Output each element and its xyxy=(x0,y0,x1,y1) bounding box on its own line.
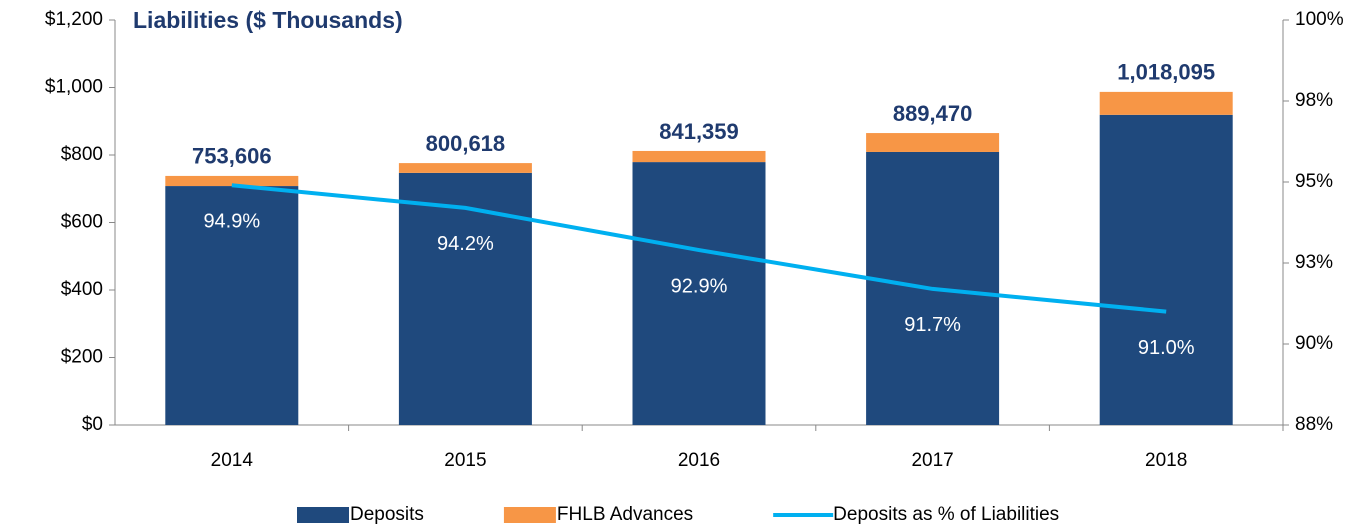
bar-segment xyxy=(632,150,766,163)
total-label: 753,606 xyxy=(192,144,272,169)
total-label: 889,470 xyxy=(893,101,973,126)
y2-tick-label: 88% xyxy=(1295,414,1333,435)
total-label: 800,618 xyxy=(426,131,506,156)
y2-tick-label: 93% xyxy=(1295,252,1333,273)
bar-segment xyxy=(866,133,1000,152)
legend-label: Deposits as % of Liabilities xyxy=(833,504,1059,525)
legend-label: Deposits xyxy=(350,504,424,525)
value-label: 94.2% xyxy=(437,233,494,255)
value-label: 94.9% xyxy=(203,211,260,233)
value-label: 91.7% xyxy=(904,314,961,336)
y-tick-label: $1,200 xyxy=(45,9,103,30)
chart-title: Liabilities ($ Thousands) xyxy=(133,7,403,33)
y-tick-label: $400 xyxy=(61,279,103,300)
y-tick-label: $800 xyxy=(61,144,103,165)
bar-segment xyxy=(1099,114,1233,426)
x-tick-label: 2018 xyxy=(1145,450,1187,471)
legend-label: FHLB Advances xyxy=(557,504,693,525)
x-tick-label: 2016 xyxy=(678,450,720,471)
bar-segment xyxy=(1099,91,1233,115)
bar-segment xyxy=(398,172,532,425)
total-label: 1,018,095 xyxy=(1117,60,1215,85)
line xyxy=(231,183,1167,314)
value-label: 91.0% xyxy=(1138,337,1195,359)
x-tick-label: 2017 xyxy=(911,450,953,471)
value-label: 92.9% xyxy=(671,275,728,297)
y-tick-label: $1,000 xyxy=(45,77,103,98)
x-tick-label: 2014 xyxy=(211,450,254,471)
bar-segment xyxy=(165,175,299,187)
y2-tick-label: 95% xyxy=(1295,171,1333,192)
bar-segment xyxy=(398,163,532,173)
y2-tick-label: 98% xyxy=(1295,90,1333,111)
y2-tick-label: 100% xyxy=(1295,9,1344,30)
y-tick-label: $0 xyxy=(82,414,103,435)
legend-swatch xyxy=(503,507,556,523)
y-tick-label: $600 xyxy=(61,212,103,233)
legend-swatch xyxy=(297,507,349,523)
y-tick-label: $200 xyxy=(61,347,103,368)
total-label: 841,359 xyxy=(659,119,739,144)
x-tick-label: 2015 xyxy=(444,450,486,471)
y2-tick-label: 90% xyxy=(1295,333,1333,354)
bar-segment xyxy=(632,162,766,425)
bar-segment xyxy=(165,186,299,425)
